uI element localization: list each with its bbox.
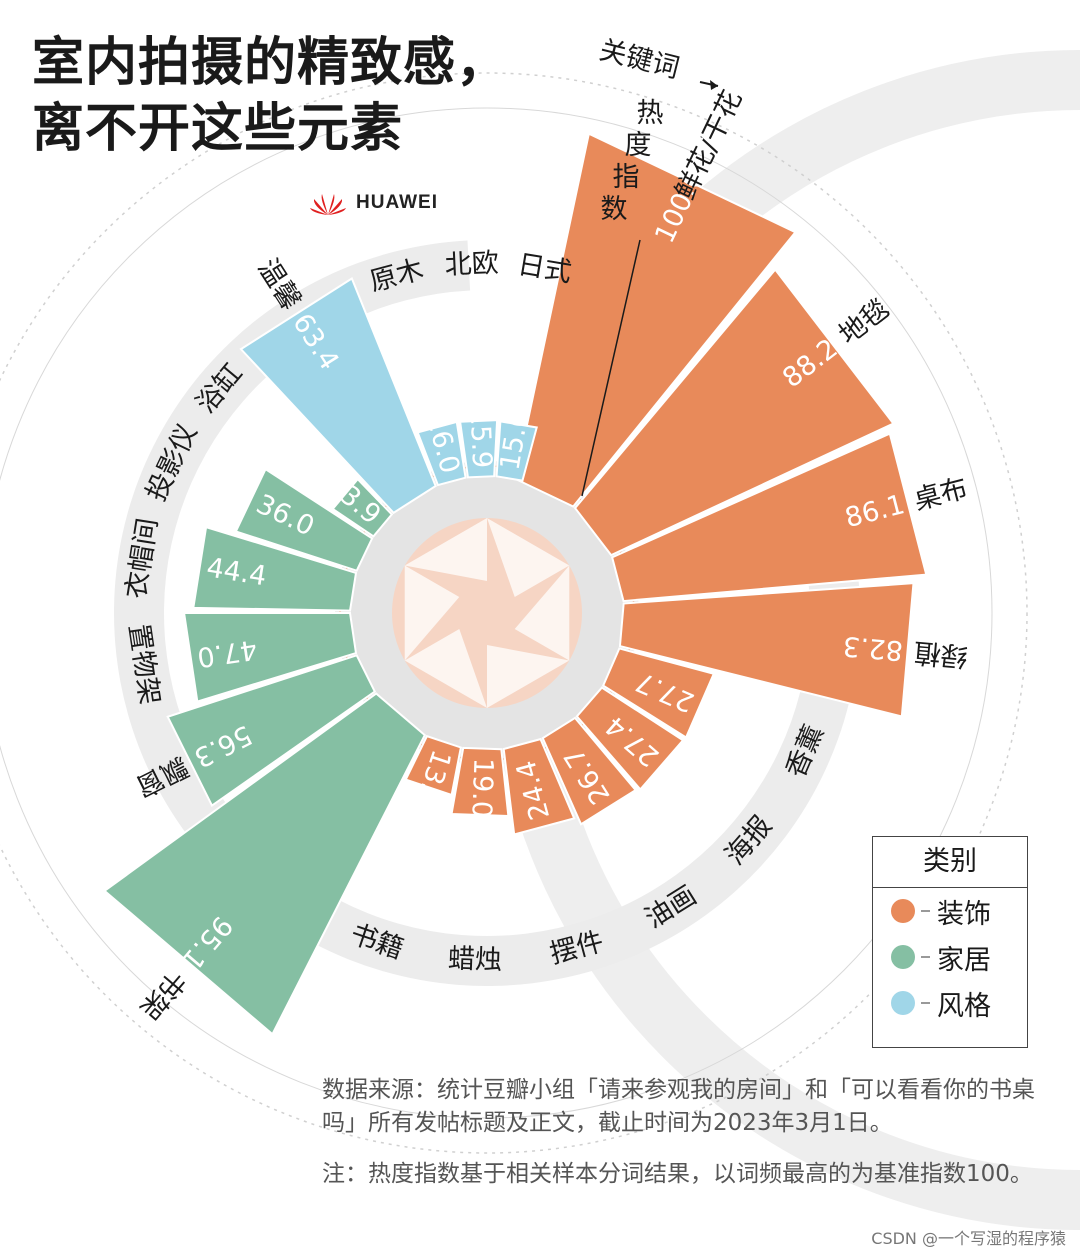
legend-title: 类别: [873, 837, 1027, 888]
bar-蜡烛: [450, 746, 510, 817]
huawei-petal-icon: [310, 194, 346, 215]
bar-衣帽间: [192, 525, 358, 612]
legend-label: 装饰: [937, 898, 991, 930]
arrow-head: [710, 80, 718, 90]
annotation-index-char: 指: [613, 162, 640, 193]
annotation-index-char: 数: [601, 194, 628, 225]
category-label: 桌布: [911, 473, 971, 517]
bar-绿植: [618, 582, 915, 718]
bar-日式: [495, 420, 538, 482]
outer-guide-circle: [0, 107, 993, 1119]
legend-dash: [921, 910, 930, 912]
bar-桌布: [610, 432, 928, 603]
bar-摆件: [502, 737, 576, 836]
category-label: 北欧: [444, 248, 499, 281]
arrow-head-white: [695, 133, 703, 143]
legend: 类别 装饰 家居 风格: [872, 836, 1028, 1048]
bar-香薰: [601, 647, 716, 739]
category-label: 地毯: [833, 293, 895, 350]
legend-dash: [921, 956, 930, 958]
category-label: 蜡烛: [447, 943, 502, 976]
category-label: 绿植: [912, 636, 968, 672]
aperture-blade: [404, 518, 487, 581]
bar-北欧: [458, 419, 499, 479]
legend-swatch: [891, 991, 915, 1015]
legend-item-home: 家居: [873, 934, 1027, 980]
legend-item-style: 风格: [873, 980, 1027, 1026]
aperture-blade: [404, 565, 460, 661]
bar-书籍: [404, 734, 463, 797]
value-label: 19.0: [465, 757, 498, 818]
brand-logo: HUAWEI: [308, 190, 438, 216]
bar-原木: [416, 420, 467, 487]
title-line-1: 室内拍摄的精致感，: [32, 33, 510, 93]
annotation-leader: [581, 239, 641, 497]
legend-label: 家居: [937, 944, 991, 976]
annotation-keyword: 关键词: [596, 35, 682, 85]
bar-置物架: [182, 612, 358, 703]
bar-浴缸: [331, 477, 394, 538]
annotation-index-char: 度: [625, 130, 652, 161]
legend-dash: [921, 1002, 930, 1004]
chart-title: 室内拍摄的精致感， 离不开这些元素: [32, 30, 509, 162]
aperture-blade: [404, 629, 487, 708]
bar-飘窗: [166, 654, 377, 808]
bar-油画: [541, 716, 638, 826]
legend-swatch: [891, 899, 915, 923]
data-source-note: 数据来源：统计豆瓣小组「请来参观我的房间」和「可以看看你的书桌吗」所有发帖标题及…: [322, 1077, 1035, 1136]
bar-温馨: [239, 276, 437, 515]
bar-书架: [102, 692, 427, 1036]
bar-地毯: [573, 267, 895, 557]
title-line-2: 离不开这些元素: [32, 99, 404, 159]
annotation-index-char: 热: [637, 98, 664, 129]
brand-name: HUAWEI: [356, 192, 438, 213]
methodology-note: 注：热度指数基于相关样本分词结果，以词频最高的为基准指数100。: [322, 1161, 1033, 1187]
value-label: 15.9: [464, 407, 498, 468]
legend-swatch: [891, 945, 915, 969]
bar-鲜花/干花: [514, 132, 797, 508]
aperture-blade: [487, 518, 570, 597]
watermark: CSDN @一个写湿的程序猿: [871, 1229, 1066, 1248]
dotted-outer-circle: [0, 72, 1028, 1154]
aperture-blade: [487, 645, 570, 708]
bar-投影仪: [234, 467, 374, 572]
bar-海报: [575, 686, 685, 791]
legend-label: 风格: [937, 990, 991, 1022]
legend-item-decor: 装饰: [873, 888, 1027, 934]
value-label: 82.3: [842, 630, 905, 666]
aperture-blade: [514, 565, 570, 661]
